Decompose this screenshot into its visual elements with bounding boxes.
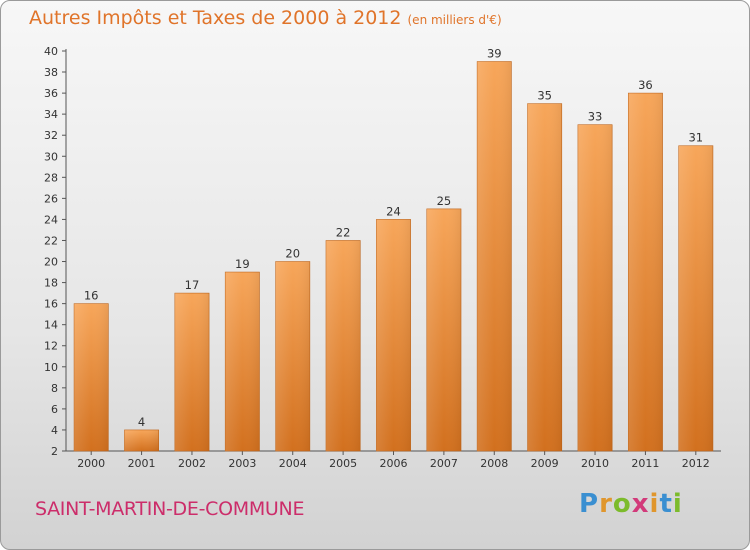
- data-label: 31: [688, 131, 703, 145]
- data-label: 19: [235, 257, 250, 271]
- data-label: 4: [138, 415, 145, 429]
- bar-shine: [376, 219, 411, 451]
- y-tick-label: 30: [44, 150, 58, 163]
- data-label: 20: [285, 247, 300, 261]
- logo-letter: r: [599, 489, 613, 519]
- bar-shine: [124, 429, 159, 451]
- x-tick-label: 2007: [430, 457, 458, 470]
- data-label: 24: [386, 204, 401, 218]
- data-label: 33: [588, 110, 603, 124]
- y-tick-label: 16: [44, 298, 58, 311]
- y-tick-label: 20: [44, 256, 58, 269]
- logo-letter: i: [672, 489, 683, 519]
- y-tick-label: 38: [44, 66, 58, 79]
- logo-letter: P: [579, 489, 600, 519]
- y-tick-label: 2: [51, 445, 58, 458]
- y-tick-label: 26: [44, 192, 58, 205]
- data-label: 17: [185, 278, 200, 292]
- chart-title-text: Autres Impôts et Taxes de 2000 à 2012: [29, 7, 402, 29]
- bar-shine: [628, 93, 663, 452]
- y-tick-label: 4: [51, 424, 58, 437]
- chart-subtitle: (en milliers d'€): [407, 13, 502, 27]
- y-tick-label: 8: [51, 382, 58, 395]
- logo-letter: i: [649, 489, 660, 519]
- x-tick-label: 2011: [631, 457, 659, 470]
- logo-letter: x: [631, 489, 650, 519]
- bar-shine: [225, 272, 260, 451]
- proxiti-logo: Proxiti: [579, 489, 683, 519]
- y-tick-label: 32: [44, 129, 58, 142]
- x-tick-label: 2000: [77, 457, 105, 470]
- x-tick-label: 2009: [531, 457, 559, 470]
- x-tick-label: 2002: [178, 457, 206, 470]
- bar-shine: [577, 124, 613, 452]
- y-tick-label: 14: [44, 319, 58, 332]
- y-tick-label: 10: [44, 361, 58, 374]
- y-tick-label: 36: [44, 87, 58, 100]
- bar-shine: [527, 103, 562, 451]
- y-tick-label: 18: [44, 277, 58, 290]
- bar-shine: [678, 145, 713, 451]
- data-label: 35: [537, 89, 552, 103]
- commune-name: SAINT-MARTIN-DE-COMMUNE: [35, 498, 305, 520]
- x-tick-label: 2012: [682, 457, 710, 470]
- bar-shine: [325, 240, 361, 451]
- bar-shine: [275, 261, 310, 451]
- chart-bars: [73, 61, 714, 452]
- x-tick-label: 2003: [228, 457, 256, 470]
- chart-title: Autres Impôts et Taxes de 2000 à 2012 (en…: [29, 7, 502, 29]
- logo-letter: t: [659, 489, 673, 519]
- y-tick-label: 40: [44, 45, 58, 58]
- y-tick-label: 22: [44, 234, 58, 247]
- data-label: 39: [487, 47, 502, 61]
- y-tick-label: 34: [44, 108, 58, 121]
- chart-labels: 16 2000 4 2001 17 2002 19 2003 20 2004 22 2005 24 200…: [77, 47, 710, 470]
- y-tick-label: 12: [44, 340, 58, 353]
- x-tick-label: 2005: [329, 457, 357, 470]
- x-tick-label: 2001: [128, 457, 156, 470]
- data-label: 16: [84, 289, 99, 303]
- data-label: 25: [437, 194, 452, 208]
- bar-shine: [74, 303, 109, 451]
- data-label: 22: [336, 225, 351, 239]
- bar-shine: [426, 208, 462, 451]
- x-tick-label: 2008: [480, 457, 508, 470]
- logo-letter: o: [612, 489, 632, 519]
- x-tick-label: 2010: [581, 457, 609, 470]
- data-label: 36: [638, 78, 653, 92]
- y-tick-label: 28: [44, 171, 58, 184]
- x-tick-label: 2004: [279, 457, 307, 470]
- bar-shine: [174, 293, 210, 451]
- y-tick-label: 24: [44, 213, 58, 226]
- bar-shine: [477, 61, 512, 452]
- y-tick-label: 6: [51, 403, 58, 416]
- x-tick-label: 2006: [380, 457, 408, 470]
